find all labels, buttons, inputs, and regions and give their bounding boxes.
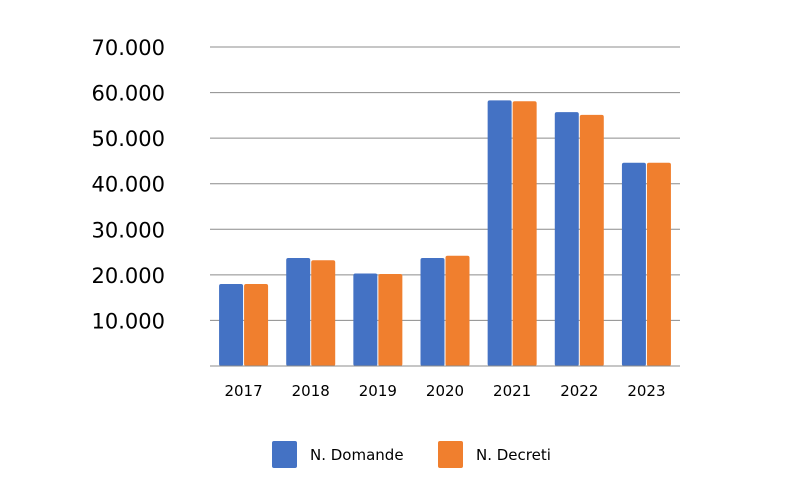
- x-tick-label: 2020: [426, 382, 464, 400]
- bar-n-decreti-2023: [646, 162, 671, 366]
- x-tick-label: 2021: [493, 382, 531, 400]
- y-tick-label: 50.000: [92, 127, 165, 151]
- bar-n-decreti-2017: [244, 283, 269, 366]
- legend-label-1: N. Decreti: [476, 446, 551, 464]
- y-axis-ticks: 10.000 20.000 30.000 40.000 50.000 60.000 70.0…: [92, 36, 165, 333]
- bar-n-decreti-2020: [445, 255, 470, 366]
- legend-label-0: N. Domande: [310, 446, 404, 464]
- x-tick-label: 2017: [224, 382, 262, 400]
- bar-n-domande-2020: [420, 257, 445, 366]
- bar-n-decreti-2021: [512, 101, 537, 366]
- bar-n-domande-2018: [286, 257, 311, 366]
- x-tick-label: 2019: [359, 382, 397, 400]
- bar-n-domande-2017: [219, 283, 244, 366]
- bar-n-decreti-2019: [378, 273, 403, 366]
- x-axis-ticks: 2017 2018 2019 2020 2021 2022 2023: [224, 382, 665, 400]
- bar-n-domande-2022: [554, 112, 579, 366]
- legend: N. Domande N. Decreti: [272, 441, 551, 468]
- y-tick-label: 40.000: [92, 173, 165, 197]
- bar-n-domande-2021: [487, 100, 512, 366]
- legend-swatch-1: [438, 441, 463, 468]
- bar-n-domande-2019: [353, 273, 378, 366]
- y-tick-label: 20.000: [92, 264, 165, 288]
- y-tick-label: 10.000: [92, 309, 165, 333]
- bar-n-domande-2023: [621, 162, 646, 366]
- y-tick-label: 30.000: [92, 218, 165, 242]
- bar-n-decreti-2022: [579, 114, 604, 366]
- x-tick-label: 2022: [560, 382, 598, 400]
- y-tick-label: 70.000: [92, 36, 165, 60]
- gridlines: [210, 46, 680, 321]
- bars: [219, 100, 671, 366]
- x-tick-label: 2023: [627, 382, 665, 400]
- y-tick-label: 60.000: [92, 82, 165, 106]
- x-tick-label: 2018: [292, 382, 330, 400]
- bar-n-decreti-2018: [311, 260, 336, 366]
- legend-swatch-0: [272, 441, 297, 468]
